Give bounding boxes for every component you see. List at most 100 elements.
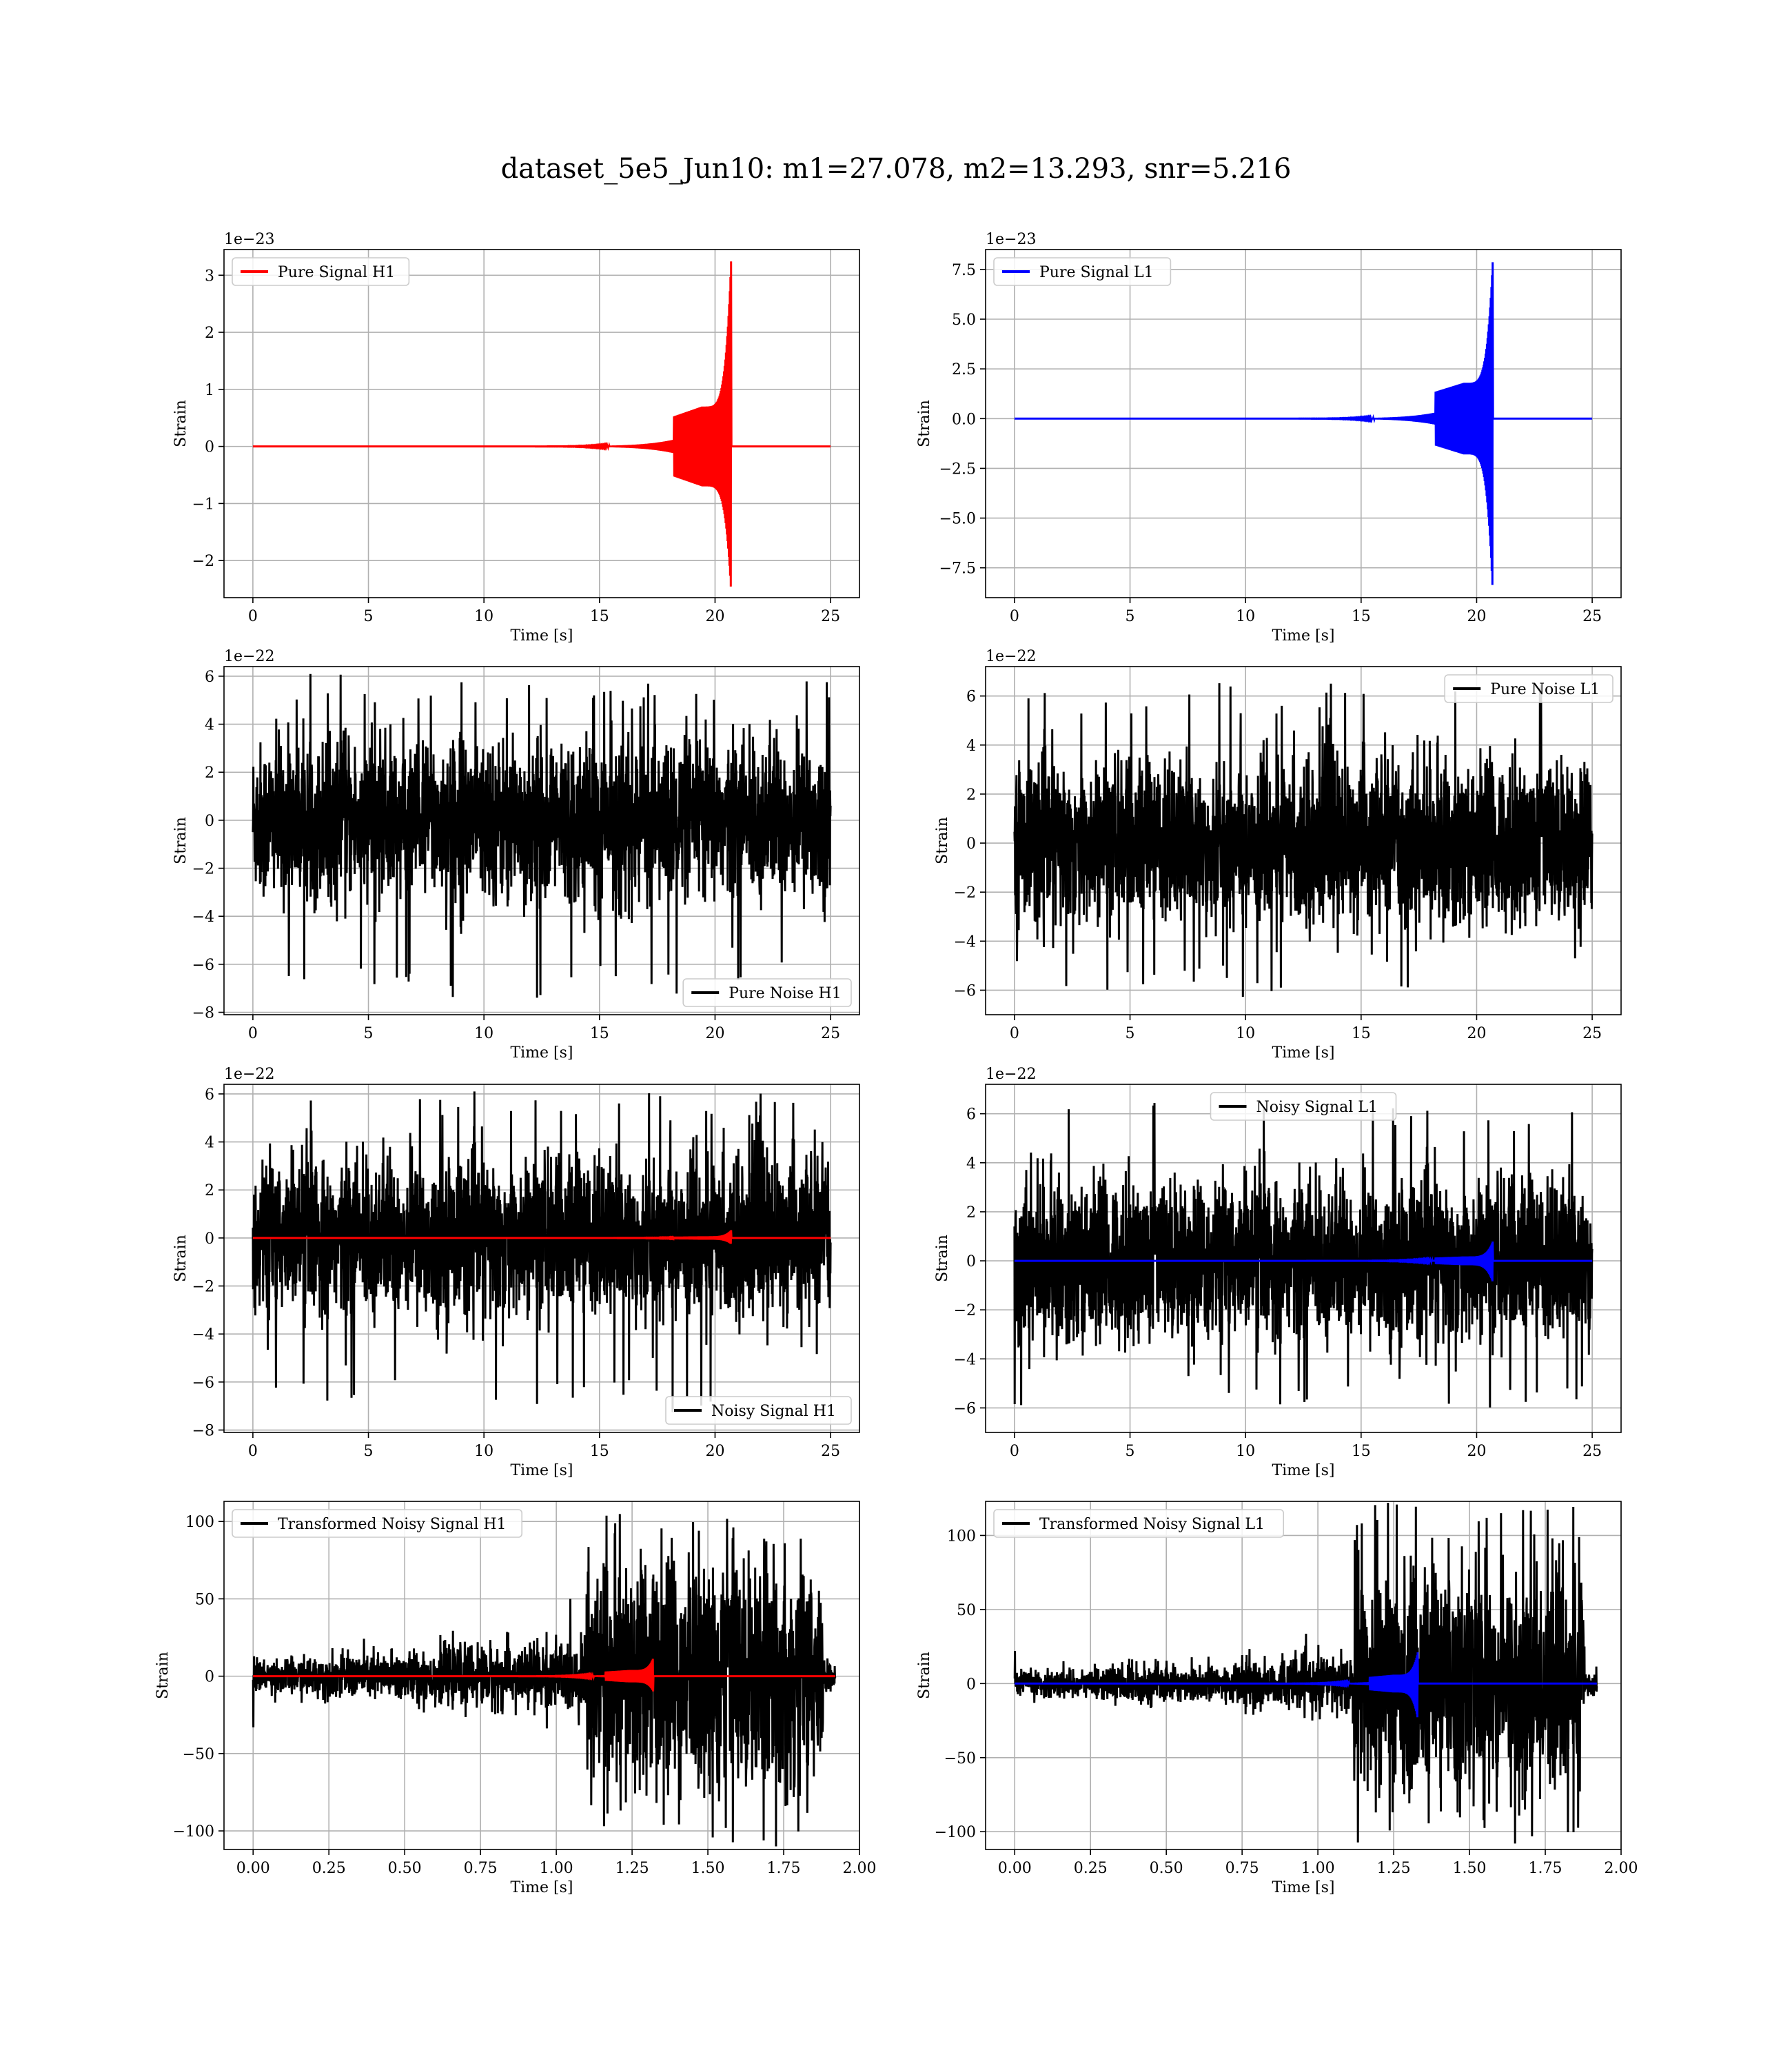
axes-frame (223, 666, 860, 1015)
axes-frame (223, 1084, 860, 1433)
x-tick-label: 0 (248, 1025, 258, 1042)
x-tick-label: 15 (590, 1443, 609, 1460)
y-tick-label: 4 (966, 738, 976, 755)
x-tick-label: 1.00 (540, 1860, 573, 1877)
y-tick-label: −4 (192, 1326, 214, 1344)
x-tick-label: 15 (1352, 1443, 1371, 1460)
legend-box (232, 1509, 523, 1538)
x-axis-label: Time [s] (1272, 1879, 1334, 1896)
x-tick-label: 2.00 (1605, 1860, 1638, 1877)
legend-label: Noisy Signal L1 (1256, 1099, 1378, 1116)
y-tick-label: −2 (954, 884, 976, 902)
y-axis-label: Strain (916, 1652, 933, 1699)
y-tick-label: −2 (954, 1302, 976, 1319)
tick-labels: 0 5 10 15 20 25 −8 −6 −4 −2 0 2 4 6 (192, 1086, 841, 1460)
y-tick-label: 0 (966, 1676, 976, 1693)
y-axis-label: Strain (154, 1652, 172, 1699)
x-tick-label: 0 (1010, 1443, 1019, 1460)
axes-frame (985, 666, 1622, 1015)
series-line (1013, 683, 1594, 997)
y-tick-label: 0 (205, 1230, 214, 1248)
series-line (1014, 262, 1593, 585)
y-tick-label: −1 (192, 496, 214, 513)
x-tick-label: 15 (1352, 608, 1371, 625)
y-tick-label: 6 (205, 1086, 214, 1104)
y-tick-label: 50 (957, 1602, 976, 1619)
y-tick-label: 0 (205, 439, 214, 456)
y-tick-label: −2 (192, 1279, 214, 1296)
y-tick-label: 6 (966, 1106, 976, 1124)
x-tick-label: 25 (821, 608, 840, 625)
y-tick-label: −8 (192, 1005, 214, 1022)
x-tick-label: 0.50 (388, 1860, 422, 1877)
tick-labels: 0 5 10 15 20 25 −6 −4 −2 0 2 4 6 (954, 1106, 1602, 1460)
y-tick-label: −4 (954, 933, 976, 951)
y-tick-label: 5.0 (952, 312, 976, 329)
series-line (252, 1514, 837, 1847)
x-axis-label: Time [s] (510, 1462, 573, 1479)
x-axis-label: Time [s] (510, 1044, 573, 1062)
x-tick-label: 0.25 (312, 1860, 346, 1877)
x-tick-label: 0.50 (1150, 1860, 1183, 1877)
x-tick-label: 15 (1352, 1025, 1371, 1042)
x-tick-label: 5 (364, 1025, 374, 1042)
offset-label: 1e−22 (224, 1066, 274, 1083)
x-tick-label: 0 (248, 608, 258, 625)
y-tick-label: 2 (966, 1204, 976, 1221)
x-tick-label: 25 (1582, 608, 1602, 625)
axes-frame (985, 249, 1622, 598)
axes-frame (985, 1501, 1622, 1850)
y-tick-label: 3 (205, 267, 214, 285)
y-tick-label: 50 (195, 1591, 214, 1608)
tick-labels: 0.00 0.25 0.50 0.75 1.00 1.25 1.50 1.75 2.00 −100… (173, 1514, 877, 1877)
x-tick-label: 1.75 (1529, 1860, 1562, 1877)
series-line (1013, 1503, 1598, 1844)
x-tick-label: 0.75 (1225, 1860, 1259, 1877)
figure-title: dataset_5e5_Jun10: m1=27.078, m2=13.293,… (500, 153, 1292, 185)
x-tick-label: 10 (474, 1025, 493, 1042)
y-tick-label: 1 (205, 382, 214, 399)
tick-labels: 0 5 10 15 20 25 −6 −4 −2 0 2 4 6 (954, 689, 1602, 1042)
panel-transformed-h1: 0.00 0.25 0.50 0.75 1.00 1.25 1.50 1.75 2.00 −100… (154, 1501, 876, 1896)
y-tick-label: −7.5 (939, 560, 976, 578)
x-tick-label: 15 (590, 608, 609, 625)
y-tick-label: −2.5 (939, 460, 976, 478)
legend-label: Pure Signal L1 (1039, 264, 1154, 281)
legend-box (1210, 1092, 1397, 1121)
x-tick-label: 1.25 (1377, 1860, 1411, 1877)
x-tick-label: 5 (1126, 1443, 1135, 1460)
y-tick-label: −5.0 (939, 511, 976, 528)
y-axis-label: Strain (916, 400, 933, 447)
y-tick-label: 7.5 (952, 262, 976, 279)
y-tick-label: 0.0 (952, 411, 976, 428)
y-tick-label: 2 (966, 787, 976, 804)
x-axis-label: Time [s] (510, 1879, 573, 1896)
series-line (1013, 1103, 1594, 1408)
y-tick-label: −2 (192, 861, 214, 878)
x-tick-label: 25 (1582, 1025, 1602, 1042)
x-tick-label: 25 (821, 1443, 840, 1460)
legend-box (1444, 674, 1613, 703)
offset-label: 1e−22 (224, 648, 274, 665)
series-line (1015, 1652, 1597, 1718)
x-tick-label: 0.00 (236, 1860, 270, 1877)
tick-labels: 0 5 10 15 20 25 −8 −6 −4 −2 0 2 4 6 (192, 669, 841, 1042)
offset-label: 1e−22 (986, 1066, 1036, 1083)
y-tick-label: −2 (192, 553, 214, 570)
y-tick-label: −4 (192, 909, 214, 926)
x-tick-label: 0 (1010, 1025, 1019, 1042)
x-tick-label: 1.75 (767, 1860, 801, 1877)
axes-frame (223, 1501, 860, 1850)
x-tick-label: 0 (248, 1443, 258, 1460)
data-area (252, 673, 832, 998)
legend-box (682, 978, 852, 1007)
x-axis-label: Time [s] (1272, 1044, 1334, 1062)
x-tick-label: 0 (1010, 608, 1019, 625)
data-area (252, 1514, 837, 1847)
panel-noisy-signal-h1: 0 5 10 15 20 25 −8 −6 −4 −2 0 2 4 6 Time [s] Strain 1e−2… (172, 1066, 860, 1479)
x-tick-label: 0.00 (998, 1860, 1032, 1877)
data-area (1013, 683, 1594, 997)
y-tick-label: 2 (205, 325, 214, 342)
